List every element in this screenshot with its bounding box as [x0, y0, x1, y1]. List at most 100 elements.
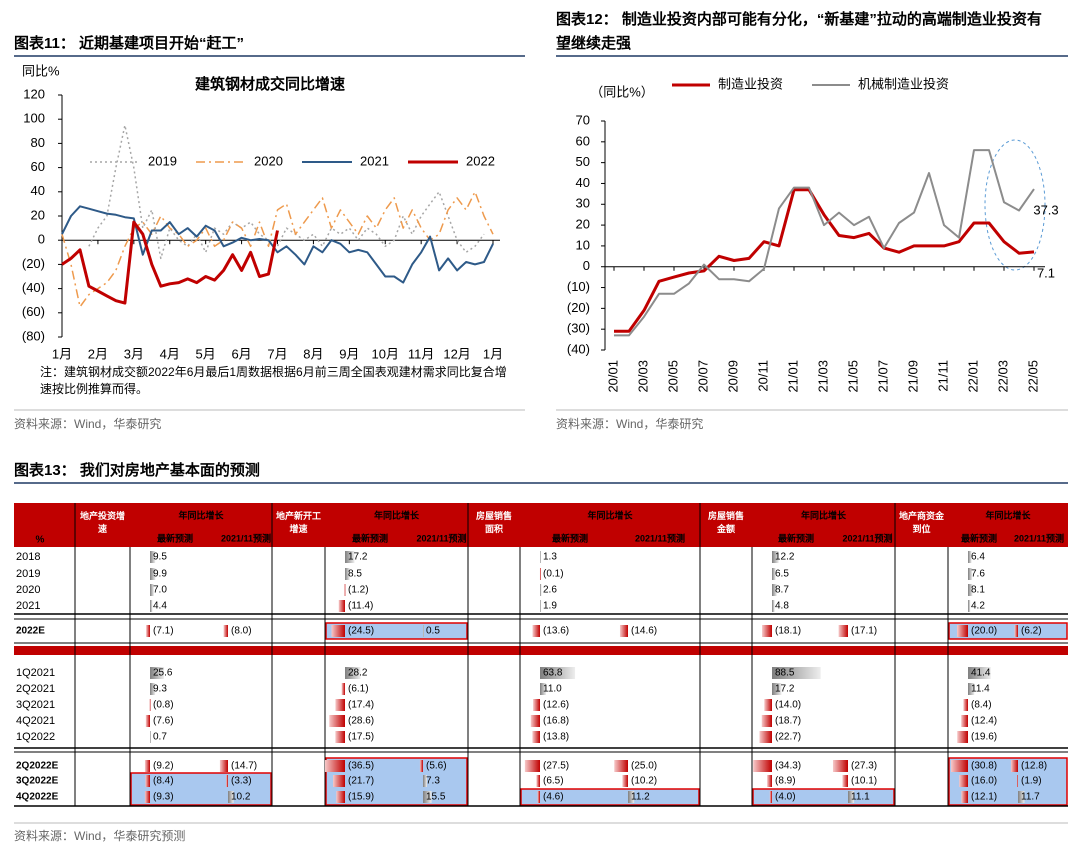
x-tick-label: 21/03	[815, 360, 830, 393]
y-tick-label: (60)	[22, 304, 45, 319]
cell-bar	[628, 791, 635, 803]
row-label: 2Q2022E	[16, 761, 59, 772]
cell-bar	[145, 715, 150, 727]
x-tick-label: 21/09	[905, 360, 920, 393]
y-tick-label: 50	[576, 154, 590, 169]
cell-bar	[540, 667, 576, 679]
x-tick-label: 20/07	[695, 360, 710, 393]
cell-value: (7.6)	[153, 716, 174, 727]
cell-value: (20.0)	[971, 626, 997, 637]
header-sub: 年同比增长	[587, 509, 633, 520]
cell-bar	[842, 775, 848, 787]
cell-bar	[848, 791, 855, 803]
cell-bar	[951, 760, 968, 772]
chart-title: 建筑钢材成交同比增速	[195, 75, 345, 93]
cell-value: 1.3	[543, 552, 557, 563]
x-tick-label: 21/11	[935, 360, 950, 392]
cell-value: (11.4)	[348, 601, 373, 612]
cell-bar	[968, 584, 973, 596]
cell-value: (36.5)	[348, 761, 374, 772]
cell-value: (12.1)	[971, 792, 997, 803]
header-corner: %	[36, 535, 45, 546]
cell-value: 7.0	[153, 585, 167, 596]
cell-value: (18.7)	[775, 716, 801, 727]
cell-bar	[536, 775, 540, 787]
cell-bar	[764, 699, 772, 711]
cell-bar	[772, 584, 777, 596]
cell-value: 6.4	[971, 552, 985, 563]
cell-value: 7.3	[426, 776, 440, 787]
x-tick-label: 20/05	[665, 360, 680, 393]
cell-value: (9.2)	[153, 761, 174, 772]
cell-value: (6.2)	[1021, 626, 1042, 637]
cell-value: (17.5)	[348, 732, 374, 743]
cell-value: (1.9)	[1021, 776, 1042, 787]
cell-bar	[759, 731, 772, 743]
cell-bar	[345, 667, 361, 679]
cell-bar	[838, 625, 848, 637]
x-tick-label: 21/05	[845, 360, 860, 393]
x-tick-label: 10月	[372, 346, 399, 361]
cell-value: (27.5)	[543, 761, 569, 772]
cell-value: (28.6)	[348, 716, 374, 727]
cell-value: (10.1)	[851, 776, 877, 787]
header-sub: 年同比增长	[374, 509, 420, 520]
cell-value: (14.7)	[231, 761, 257, 772]
header-sub: 年同比增长	[985, 509, 1031, 520]
cell-bar	[144, 760, 150, 772]
cell-bar	[419, 760, 423, 772]
cell-bar	[961, 715, 968, 727]
header-col: 最新预测	[552, 532, 588, 543]
y-tick-label: 20	[576, 217, 590, 232]
cell-bar	[345, 551, 355, 563]
cell-value: (0.1)	[543, 569, 564, 580]
cell-bar	[146, 625, 150, 637]
cell-value: 0.7	[153, 732, 167, 743]
cell-value: (17.1)	[851, 626, 877, 637]
cell-value: 8.5	[348, 569, 362, 580]
cell-bar	[226, 775, 228, 787]
cell-bar	[614, 760, 628, 772]
x-tick-label: 6月	[231, 346, 251, 361]
header-col: 最新预测	[778, 532, 814, 543]
cell-value: (12.4)	[971, 716, 997, 727]
source: 资料来源：Wind，华泰研究预测	[14, 829, 186, 843]
cell-bar	[1014, 625, 1018, 637]
cell-value: 15.5	[426, 792, 446, 803]
y-tick-label: (30)	[567, 321, 590, 336]
cell-bar	[762, 625, 772, 637]
cell-bar	[772, 683, 782, 695]
source: 资料来源：Wind，华泰研究	[556, 417, 704, 431]
header-col: 最新预测	[157, 532, 193, 543]
legend-label: 2020	[254, 153, 283, 168]
x-tick-label: 1月	[52, 346, 72, 361]
row-label: 2020	[16, 584, 40, 596]
cell-value: (30.8)	[971, 761, 997, 772]
cell-bar	[324, 760, 345, 772]
figure-title: 图表11： 近期基建项目开始“赶工”	[14, 32, 244, 56]
header-col: 2021/11预测	[221, 532, 271, 543]
cell-bar	[619, 625, 628, 637]
cell-value: (21.7)	[348, 776, 374, 787]
x-tick-label: 20/09	[725, 360, 740, 393]
cell-bar	[772, 600, 775, 612]
x-tick-label: 12月	[443, 346, 470, 361]
highlight	[325, 622, 468, 640]
cell-bar	[957, 625, 968, 637]
cell-bar	[1018, 791, 1025, 803]
cell-value: (0.8)	[153, 700, 174, 711]
y-tick-label: (40)	[567, 341, 590, 356]
x-tick-label: 1月	[483, 346, 503, 361]
value-label: 7.1	[1037, 265, 1055, 280]
y-tick-label: 60	[576, 133, 590, 148]
cell-value: (9.3)	[153, 792, 174, 803]
cell-value: 11.4	[971, 684, 990, 695]
cell-bar	[968, 683, 975, 695]
row-label: 1Q2022	[16, 731, 55, 743]
row-label: 3Q2021	[16, 699, 55, 711]
cell-value: 25.6	[153, 668, 173, 679]
cell-bar	[968, 667, 991, 679]
cell-bar	[540, 584, 542, 596]
cell-value: 4.2	[971, 601, 985, 612]
